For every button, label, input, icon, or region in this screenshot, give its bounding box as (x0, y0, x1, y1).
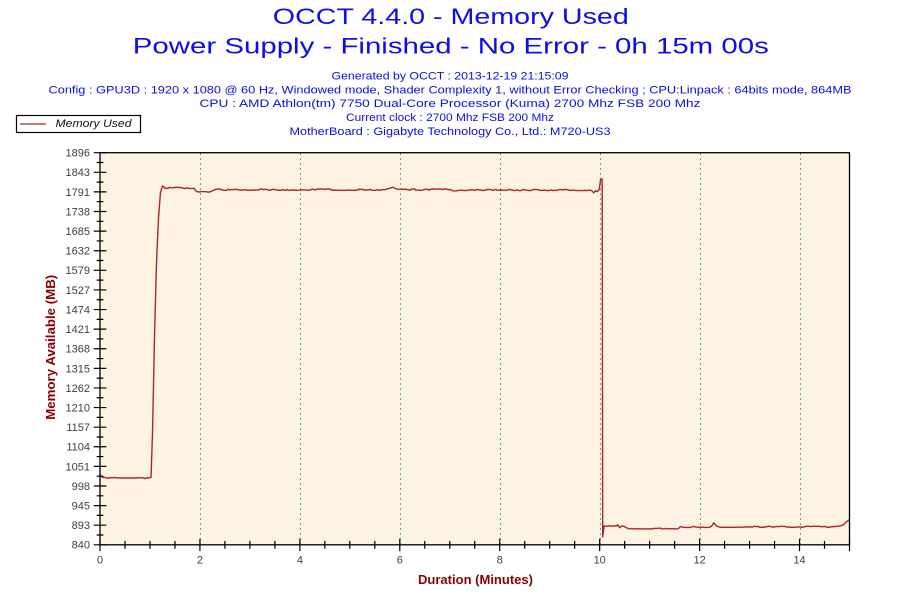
svg-text:0: 0 (97, 554, 103, 566)
svg-text:CPU : AMD Athlon(tm) 7750 Dual: CPU : AMD Athlon(tm) 7750 Dual-Core Proc… (200, 98, 701, 110)
svg-text:840: 840 (72, 540, 90, 552)
svg-text:1210: 1210 (66, 402, 90, 414)
svg-text:1421: 1421 (66, 324, 90, 336)
svg-text:Memory Used: Memory Used (56, 118, 133, 130)
svg-text:1104: 1104 (66, 442, 90, 454)
svg-text:8: 8 (497, 554, 503, 566)
svg-text:Memory Available (MB): Memory Available (MB) (43, 275, 58, 420)
svg-text:Generated by OCCT : 2013-12-19: Generated by OCCT : 2013-12-19 21:15:09 (332, 70, 569, 82)
svg-text:1791: 1791 (66, 187, 90, 199)
svg-text:Config : GPU3D : 1920 x 1080 @: Config : GPU3D : 1920 x 1080 @ 60 Hz, Wi… (49, 84, 852, 96)
svg-text:MotherBoard : Gigabyte Technol: MotherBoard : Gigabyte Technology Co., L… (290, 126, 611, 138)
svg-text:2: 2 (197, 554, 203, 566)
svg-text:4: 4 (297, 554, 303, 566)
svg-text:1579: 1579 (66, 265, 90, 277)
svg-text:1632: 1632 (66, 246, 90, 258)
svg-text:Power Supply - Finished - No E: Power Supply - Finished - No Error - 0h … (133, 33, 769, 58)
svg-text:1527: 1527 (66, 285, 90, 297)
svg-text:1474: 1474 (66, 304, 90, 316)
svg-text:945: 945 (72, 500, 90, 512)
svg-text:1051: 1051 (66, 461, 90, 473)
svg-text:1315: 1315 (66, 363, 90, 375)
svg-text:1685: 1685 (66, 226, 90, 238)
svg-text:Duration (Minutes): Duration (Minutes) (418, 572, 533, 587)
svg-text:1368: 1368 (66, 344, 90, 356)
svg-text:6: 6 (397, 554, 403, 566)
svg-text:OCCT 4.4.0 - Memory Used: OCCT 4.4.0 - Memory Used (273, 4, 629, 29)
svg-text:10: 10 (594, 554, 606, 566)
svg-text:1157: 1157 (66, 422, 90, 434)
svg-text:1738: 1738 (66, 206, 90, 218)
svg-text:14: 14 (793, 554, 805, 566)
svg-text:1262: 1262 (66, 383, 90, 395)
svg-text:12: 12 (693, 554, 705, 566)
svg-text:893: 893 (72, 520, 90, 532)
svg-text:Current clock : 2700 Mhz FSB 2: Current clock : 2700 Mhz FSB 200 Mhz (346, 112, 554, 124)
svg-text:998: 998 (72, 481, 90, 493)
svg-text:1843: 1843 (66, 167, 90, 179)
svg-text:1896: 1896 (66, 148, 90, 160)
